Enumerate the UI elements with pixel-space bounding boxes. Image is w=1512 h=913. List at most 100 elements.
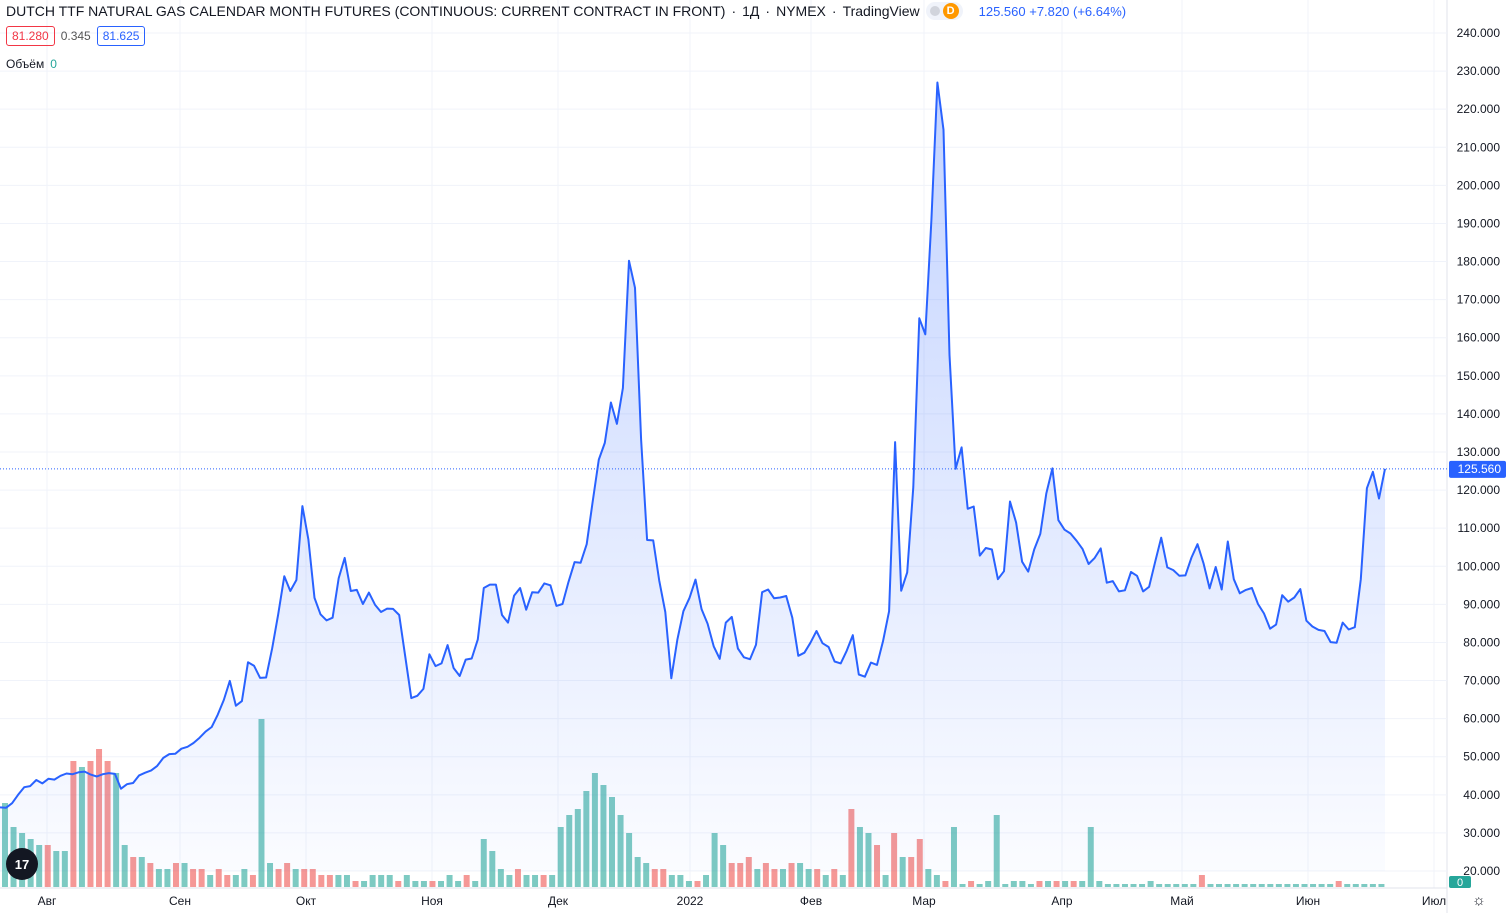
volume-bar	[728, 863, 735, 887]
volume-bar	[985, 881, 992, 887]
chart-header: DUTCH TTF NATURAL GAS CALENDAR MONTH FUT…	[6, 2, 1126, 20]
last-price: 125.560	[978, 3, 1026, 19]
header-separator: ·	[765, 3, 771, 19]
status-dot-icon	[929, 6, 940, 16]
volume-bar	[1173, 884, 1180, 887]
volume-bar	[703, 875, 710, 887]
x-tick-label: Мар	[912, 894, 936, 908]
volume-bar	[130, 857, 137, 887]
volume-bar	[1241, 884, 1248, 887]
volume-bar	[1053, 881, 1060, 887]
volume-bar	[634, 857, 641, 887]
volume-bar	[797, 863, 804, 887]
price-line	[0, 81, 1386, 809]
x-tick-label: Апр	[1051, 894, 1073, 908]
y-tick-label: 230.000	[1457, 64, 1501, 78]
volume-bar	[438, 881, 445, 887]
volume-bar	[1036, 881, 1043, 887]
y-tick-label: 80.000	[1463, 635, 1500, 649]
volume-bar	[1019, 881, 1026, 887]
volume-bar	[378, 875, 385, 887]
volume-bar	[455, 881, 462, 887]
volume-bar	[1147, 881, 1154, 887]
data-status-badge[interactable]: D	[925, 2, 963, 20]
volume-bar	[805, 869, 812, 887]
volume-bar	[677, 875, 684, 887]
volume-bar	[361, 881, 368, 887]
volume-bar	[318, 875, 325, 887]
x-tick-label: Июл	[1422, 894, 1446, 908]
volume-bar	[1121, 884, 1128, 887]
volume-bar	[1002, 884, 1009, 887]
volume-bar	[668, 875, 675, 887]
volume-bar	[215, 869, 222, 887]
y-axis-panel	[1447, 0, 1512, 913]
volume-bar	[138, 857, 145, 887]
volume-bar	[1233, 884, 1240, 887]
volume-label: Объём	[6, 57, 45, 71]
volume-bar	[788, 863, 795, 887]
volume-bar	[301, 869, 308, 887]
sell-button[interactable]: 81.280	[6, 26, 55, 46]
y-tick-label: 90.000	[1463, 597, 1500, 611]
volume-bar	[1327, 884, 1334, 887]
volume-bar	[514, 869, 521, 887]
interval-label[interactable]: 1Д	[742, 3, 760, 19]
x-tick-label: Окт	[296, 894, 317, 908]
y-tick-label: 20.000	[1463, 864, 1500, 878]
volume-legend[interactable]: Объём 0	[6, 57, 57, 71]
volume-bar	[1378, 884, 1385, 887]
volume-bar	[540, 875, 547, 887]
volume-bar	[190, 869, 197, 887]
volume-bar	[651, 869, 658, 887]
volume-bar	[643, 863, 650, 887]
volume-bar	[745, 857, 752, 887]
y-tick-label: 40.000	[1463, 788, 1500, 802]
volume-bar	[942, 881, 949, 887]
symbol-title[interactable]: DUTCH TTF NATURAL GAS CALENDAR MONTH FUT…	[6, 3, 726, 19]
volume-bar	[506, 875, 513, 887]
y-tick-label: 100.000	[1457, 559, 1501, 573]
volume-bar	[1344, 884, 1351, 887]
settings-gear-icon[interactable]: ☼	[1472, 892, 1486, 909]
y-tick-label: 170.000	[1457, 293, 1501, 307]
volume-bar	[1292, 884, 1299, 887]
y-tick-label: 220.000	[1457, 102, 1501, 116]
volume-bar	[1361, 884, 1368, 887]
x-tick-label: Дек	[548, 894, 569, 908]
volume-bar	[1181, 884, 1188, 887]
buy-button[interactable]: 81.625	[96, 26, 146, 46]
price-area-fill	[0, 82, 1385, 871]
y-tick-label: 150.000	[1457, 369, 1501, 383]
y-tick-label: 110.000	[1458, 521, 1501, 535]
volume-bar	[959, 884, 966, 887]
volume-bar	[1275, 884, 1282, 887]
volume-bar	[549, 875, 556, 887]
last-price-label: 125.560	[1458, 462, 1502, 476]
volume-bar	[523, 875, 530, 887]
volume-bar	[446, 875, 453, 887]
volume-bar	[1250, 884, 1257, 887]
price-change: +7.820	[1029, 3, 1070, 19]
volume-bar	[1318, 884, 1325, 887]
volume-bar	[155, 869, 162, 887]
volume-bar	[660, 869, 667, 887]
y-tick-label: 60.000	[1463, 712, 1500, 726]
volume-bar	[1198, 875, 1205, 887]
volume-bar	[1190, 884, 1197, 887]
tradingview-logo-icon[interactable]: 17	[6, 848, 38, 880]
volume-bar	[232, 875, 239, 887]
volume-bar	[1062, 881, 1069, 887]
volume-bar	[762, 863, 769, 887]
provider-label: TradingView	[842, 3, 920, 19]
volume-bar	[241, 869, 248, 887]
x-tick-label: 2022	[677, 894, 704, 908]
y-tick-label: 180.000	[1457, 255, 1501, 269]
y-tick-label: 130.000	[1457, 445, 1501, 459]
volume-bar	[335, 875, 342, 887]
volume-bar	[275, 869, 282, 887]
header-separator: ·	[831, 3, 837, 19]
volume-bar	[976, 884, 983, 887]
volume-bar	[1335, 881, 1342, 887]
